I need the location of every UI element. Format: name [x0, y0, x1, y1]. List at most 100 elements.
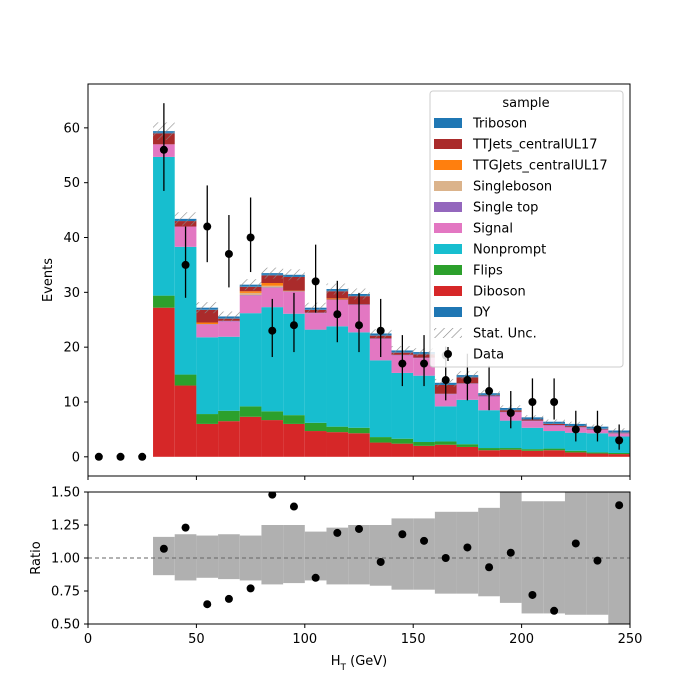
ratio-point-4 — [246, 584, 255, 593]
legend-label-dy: DY — [473, 306, 490, 321]
bar-flips-bin-11 — [326, 426, 349, 433]
ratio-band-bin-10 — [304, 531, 327, 581]
legend-label-data: Data — [473, 348, 504, 363]
bar-ttgjets-centralul17-bin-5 — [196, 322, 219, 325]
data-point-24 — [615, 436, 624, 445]
stat-unc-bin-9 — [283, 269, 305, 281]
bar-flips-bin-5 — [196, 414, 219, 424]
bar-flips-bin-4 — [174, 374, 197, 386]
ratio-point-2 — [203, 600, 212, 609]
bar-flips-bin-22 — [564, 450, 587, 453]
ratio-band-bin-6 — [218, 534, 240, 580]
main-ytick-label-5: 50 — [63, 176, 80, 191]
data-point-13 — [376, 326, 385, 335]
ratio-xtick-label-0: 0 — [84, 632, 92, 647]
bar-diboson-bin-10 — [304, 431, 327, 457]
ratio-band-bin-5 — [196, 535, 219, 578]
bar-diboson-bin-9 — [283, 423, 305, 457]
bar-nonprompt-bin-9 — [283, 313, 305, 416]
bar-diboson-bin-6 — [218, 421, 240, 457]
bar-ttgjets-centralul17-bin-9 — [283, 290, 305, 292]
legend-marker-stat-unc- — [434, 328, 462, 338]
main-ytick-label-0: 0 — [72, 450, 80, 465]
bar-diboson-bin-20 — [521, 450, 544, 457]
bar-diboson-bin-11 — [326, 432, 349, 457]
stat-unc-bin-6 — [218, 311, 240, 322]
bar-flips-bin-21 — [543, 448, 565, 451]
data-point-8 — [268, 326, 277, 335]
ratio-ytick-label-3: 1.25 — [51, 519, 80, 534]
main-y-axis-label: Events — [41, 258, 56, 302]
ratio-x-ticks: 0 50 100 150 200 250 — [84, 624, 643, 647]
legend-label-flips: Flips — [473, 264, 503, 279]
bar-flips-bin-19 — [499, 448, 522, 450]
stat-unc-bin-8 — [261, 267, 284, 279]
bar-diboson-bin-7 — [239, 416, 262, 457]
bar-nonprompt-bin-11 — [326, 326, 349, 427]
bar-flips-bin-16 — [434, 441, 457, 445]
ratio-point-9 — [355, 524, 363, 533]
bar-single-top-bin-5 — [196, 324, 219, 325]
bar-diboson-bin-22 — [564, 452, 587, 457]
legend-title: sample — [502, 96, 549, 111]
bar-flips-bin-12 — [348, 427, 370, 434]
bar-diboson-bin-16 — [434, 444, 457, 457]
data-point-1 — [116, 452, 125, 461]
bar-flips-bin-15 — [413, 442, 435, 446]
ratio-point-16 — [506, 548, 515, 557]
bar-flips-bin-23 — [586, 452, 609, 454]
bar-diboson-bin-5 — [196, 423, 219, 457]
bar-diboson-bin-23 — [586, 453, 609, 457]
legend-label-diboson: Diboson — [473, 285, 526, 300]
bar-ttjets-centralul17-bin-20 — [521, 419, 544, 421]
ratio-band-bin-3 — [153, 536, 175, 576]
ratio-band-bin-21 — [543, 501, 565, 614]
ratio-ytick-label-2: 1.00 — [51, 552, 80, 567]
bar-signal-bin-20 — [521, 421, 544, 428]
data-point-10 — [311, 277, 320, 286]
data-point-3 — [159, 145, 168, 154]
bar-flips-bin-7 — [239, 406, 262, 417]
bar-ttgjets-centralul17-bin-7 — [239, 291, 262, 293]
ratio-band-bin-11 — [326, 527, 349, 585]
ratio-band-bin-19 — [499, 492, 522, 603]
ratio-xtick-label-4: 200 — [509, 632, 534, 647]
data-point-0 — [94, 452, 103, 461]
legend-label-ttjets-centralul17: TTJets_centralUL17 — [472, 138, 598, 153]
data-point-14 — [398, 359, 407, 368]
ratio-band-bin-14 — [391, 518, 414, 590]
main-ytick-label-1: 10 — [63, 395, 80, 410]
bar-single-top-bin-10 — [304, 312, 327, 314]
stat-unc-bin-21 — [543, 419, 565, 424]
ratio-point-3 — [224, 594, 233, 603]
data-point-7 — [246, 233, 255, 242]
ratio-point-13 — [441, 554, 450, 562]
x-axis-label: HT (GeV) — [331, 654, 388, 673]
bar-nonprompt-bin-6 — [218, 336, 240, 411]
bar-single-top-bin-21 — [543, 425, 565, 426]
ratio-xtick-label-3: 150 — [401, 632, 426, 647]
data-point-11 — [333, 310, 342, 319]
bar-diboson-bin-15 — [413, 445, 435, 457]
bar-ttjets-centralul17-bin-8 — [261, 275, 284, 284]
ratio-band-bin-20 — [521, 501, 544, 614]
ratio-ytick-label-4: 1.50 — [51, 486, 80, 501]
bar-nonprompt-bin-14 — [391, 372, 414, 439]
bar-flips-bin-20 — [521, 449, 544, 451]
legend-box — [429, 90, 624, 368]
ratio-xtick-label-5: 250 — [618, 632, 643, 647]
data-point-23 — [593, 425, 602, 434]
stacked-bars — [153, 131, 630, 457]
bar-signal-bin-10 — [304, 313, 327, 330]
legend-label-triboson: Triboson — [472, 117, 527, 132]
bar-single-top-bin-7 — [239, 295, 262, 296]
bar-nonprompt-bin-12 — [348, 332, 370, 428]
ratio-point-14 — [463, 543, 472, 552]
bar-single-top-bin-20 — [521, 420, 544, 422]
data-point-22 — [571, 425, 580, 434]
legend-label-stat-unc-: Stat. Unc. — [473, 327, 537, 342]
main-ytick-label-2: 20 — [63, 341, 80, 356]
stat-unc-bin-5 — [196, 302, 219, 314]
ratio-point-7 — [311, 573, 320, 582]
bar-flips-bin-9 — [283, 415, 305, 424]
